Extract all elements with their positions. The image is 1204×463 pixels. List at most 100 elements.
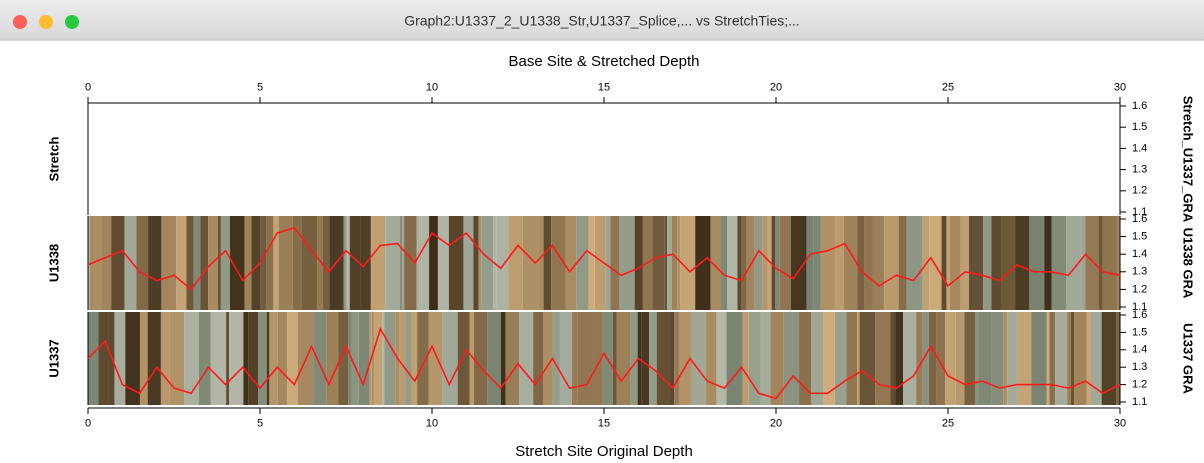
y-tick-label: 1.3	[1132, 164, 1147, 176]
core-stripe	[1099, 216, 1103, 310]
x-tick-label: 25	[942, 418, 954, 430]
core-stripe	[267, 216, 274, 310]
core-stripe	[344, 216, 347, 310]
y-tick-label: 1.2	[1132, 283, 1147, 295]
core-stripe	[200, 216, 208, 310]
core-stripe	[1002, 216, 1016, 310]
core-stripe	[229, 312, 243, 405]
core-stripe	[665, 216, 667, 310]
x-axis-label: Base Site & Stretched Depth	[509, 53, 700, 70]
panel-label: Stretch	[46, 137, 61, 182]
core-stripe	[372, 312, 375, 405]
y-tick-label: 1.2	[1132, 185, 1147, 197]
core-stripe	[125, 216, 137, 310]
y-axis-label: Stretch_U1337_GRA	[1181, 96, 1196, 223]
y-tick-label: 1.3	[1132, 361, 1147, 373]
core-stripe	[667, 216, 672, 310]
core-stripe	[326, 312, 338, 405]
core-stripe	[137, 216, 149, 310]
core-stripe	[1015, 216, 1029, 310]
panel-label: U1338	[46, 244, 61, 282]
core-stripe	[359, 312, 370, 405]
core-stripe	[474, 312, 487, 405]
core-stripe	[98, 312, 109, 405]
core-stripe	[519, 312, 533, 405]
core-stripe	[969, 216, 983, 310]
y-axis-label: U1337 GRA	[1181, 323, 1196, 394]
core-stripe	[642, 312, 649, 405]
core-stripe	[221, 216, 230, 310]
core-stripe	[727, 216, 737, 310]
core-stripe	[674, 312, 679, 405]
core-stripe	[716, 312, 726, 405]
core-stripe	[835, 312, 847, 405]
core-stripe	[755, 216, 763, 310]
core-stripe	[916, 312, 922, 405]
core-stripe	[929, 216, 941, 310]
core-image	[88, 312, 1120, 405]
core-stripe	[577, 312, 592, 405]
core-stripe	[352, 312, 359, 405]
core-stripe	[617, 312, 631, 405]
core-stripe	[813, 216, 821, 310]
core-stripe	[478, 216, 481, 310]
core-stripe	[836, 216, 844, 310]
core-stripe	[961, 216, 969, 310]
core-stripe	[588, 216, 594, 310]
core-stripe	[438, 216, 449, 310]
core-stripe	[449, 216, 464, 310]
core-stripe	[875, 312, 890, 405]
core-stripe	[1074, 312, 1087, 405]
core-stripe	[978, 312, 992, 405]
core-stripe	[226, 312, 229, 405]
core-stripe	[857, 312, 859, 405]
core-stripe	[807, 216, 813, 310]
core-stripe	[799, 312, 811, 405]
core-stripe	[652, 216, 665, 310]
core-stripe	[724, 216, 728, 310]
core-stripe	[458, 312, 470, 405]
core-stripe	[929, 312, 936, 405]
core-stripe	[442, 312, 458, 405]
x-tick-label: 5	[257, 81, 263, 93]
x-tick-label: 15	[598, 418, 610, 430]
x-tick-label: 15	[598, 81, 610, 93]
core-stripe	[429, 216, 438, 310]
core-stripe	[148, 216, 161, 310]
core-stripe	[508, 216, 522, 310]
core-stripe	[884, 216, 898, 310]
core-stripe	[382, 312, 384, 405]
core-stripe	[199, 312, 211, 405]
minimize-button[interactable]	[39, 15, 53, 29]
core-stripe	[400, 312, 405, 405]
core-stripe	[899, 216, 907, 310]
core-stripe	[907, 216, 923, 310]
close-button[interactable]	[13, 15, 27, 29]
core-stripe	[964, 312, 975, 405]
core-stripe	[278, 312, 287, 405]
core-stripe	[811, 312, 823, 405]
zoom-button[interactable]	[65, 15, 79, 29]
core-stripe	[302, 216, 317, 310]
core-stripe	[543, 312, 553, 405]
core-stripe	[821, 216, 836, 310]
core-stripe	[727, 312, 743, 405]
y-tick-label: 1.5	[1132, 231, 1147, 243]
x-tick-label: 10	[426, 81, 438, 93]
core-stripe	[844, 216, 857, 310]
x-tick-label: 0	[85, 81, 91, 93]
y-tick-label: 1.6	[1132, 100, 1147, 112]
core-stripe	[243, 312, 248, 405]
core-stripe	[780, 216, 791, 310]
core-stripe	[677, 216, 680, 310]
core-stripe	[194, 216, 201, 310]
core-stripe	[775, 216, 779, 310]
core-stripe	[692, 312, 706, 405]
core-stripe	[506, 312, 519, 405]
core-stripe	[1082, 216, 1086, 310]
core-stripe	[400, 216, 402, 310]
core-stripe	[956, 312, 964, 405]
core-stripe	[903, 312, 916, 405]
core-stripe	[738, 216, 742, 310]
core-stripe	[1087, 312, 1091, 405]
